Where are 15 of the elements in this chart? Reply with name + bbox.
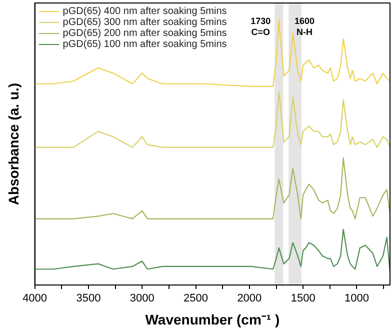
legend-label: pGD(65) 200 nm after soaking 5mins bbox=[62, 28, 227, 39]
x-tick-label: 1000 bbox=[344, 292, 369, 305]
x-tick-label: 1500 bbox=[290, 292, 316, 305]
y-axis-title: Absorbance (a. u.) bbox=[5, 82, 22, 206]
band-label: 1600 N-H bbox=[294, 16, 314, 37]
x-tick-label: 3000 bbox=[130, 292, 154, 305]
x-tick-label: 2000 bbox=[237, 292, 262, 305]
x-axis-title: Wavenumber (cm⁻¹ ) bbox=[145, 311, 280, 328]
legend-label: pGD(65) 100 nm after soaking 5mins bbox=[62, 39, 227, 50]
x-tick-label: 4000 bbox=[22, 292, 48, 305]
legend-label: pGD(65) 300 nm after soaking 5mins bbox=[62, 17, 227, 28]
x-tick-label: 2500 bbox=[184, 292, 208, 305]
band-label: 1730 C=O bbox=[250, 16, 271, 37]
x-tick-label: 3500 bbox=[76, 292, 101, 305]
legend-label: pGD(65) 400 nm after soaking 5mins bbox=[62, 6, 227, 17]
